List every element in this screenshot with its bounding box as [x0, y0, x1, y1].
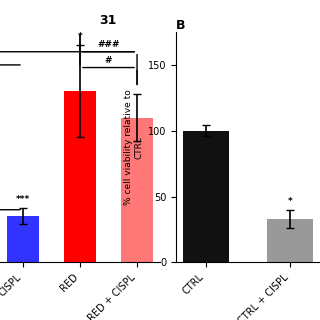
Text: ***: *** [16, 196, 30, 204]
Bar [121, 117, 153, 262]
Y-axis label: % cell viability relative to
CTRL: % cell viability relative to CTRL [124, 89, 144, 205]
Bar [267, 219, 314, 262]
Bar [64, 91, 96, 262]
Text: *: * [78, 32, 82, 41]
Text: 31: 31 [99, 14, 116, 28]
Bar [182, 131, 229, 262]
Text: B: B [176, 19, 186, 32]
Text: ###: ### [97, 40, 120, 49]
Text: #: # [105, 56, 112, 65]
Bar [7, 216, 39, 262]
Text: *: * [288, 197, 292, 206]
